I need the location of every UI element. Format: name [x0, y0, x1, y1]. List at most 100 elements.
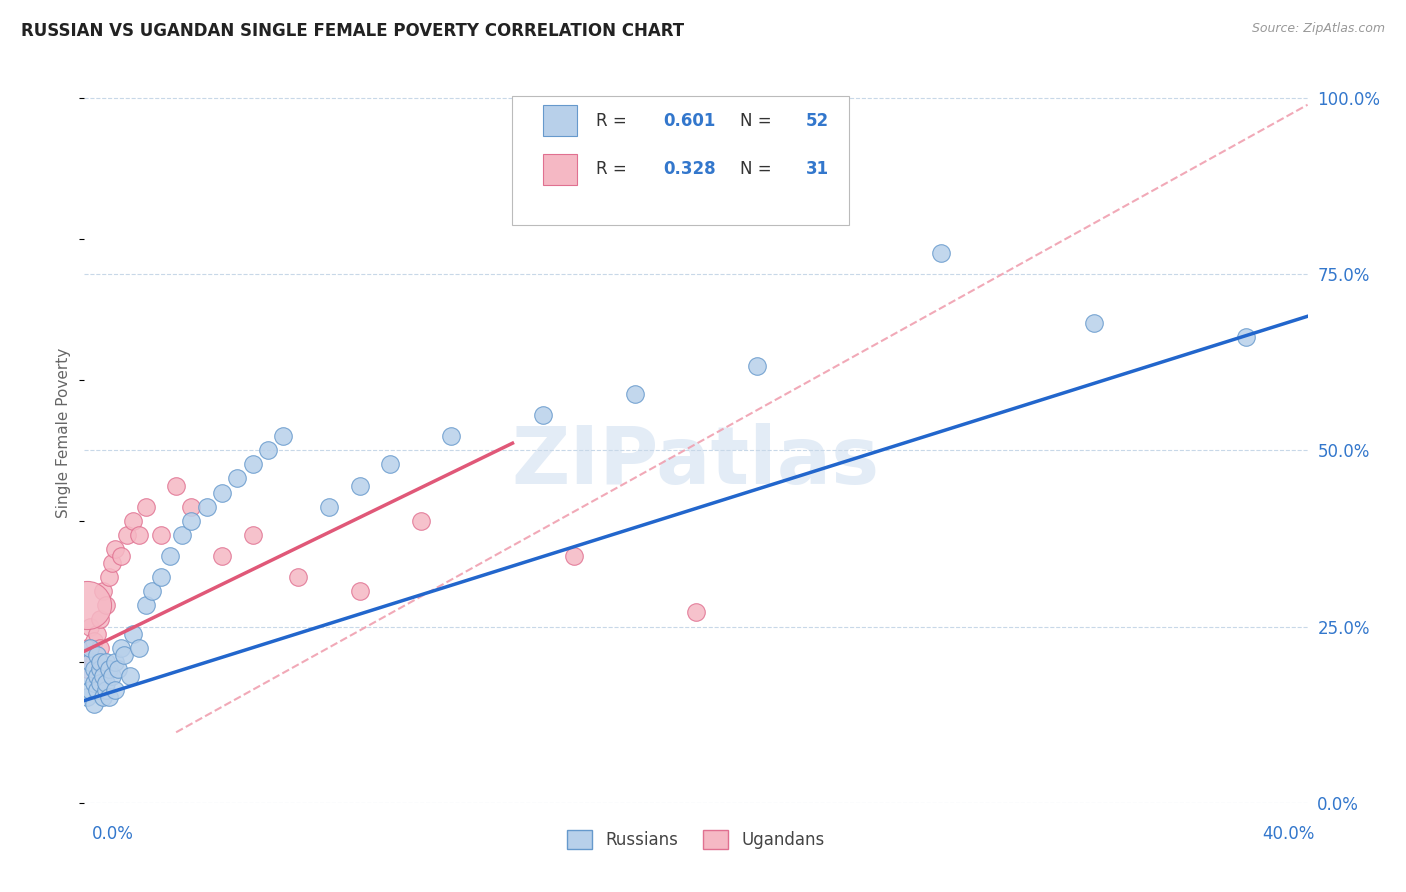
Legend: Russians, Ugandans: Russians, Ugandans	[558, 822, 834, 857]
Bar	[543, 105, 578, 136]
Point	[91, 690, 114, 704]
Point	[89, 655, 111, 669]
Point	[115, 528, 138, 542]
Point	[86, 669, 108, 683]
Point	[104, 683, 127, 698]
Text: 52: 52	[806, 112, 830, 130]
Point	[76, 669, 98, 683]
Point	[122, 514, 145, 528]
Point	[94, 676, 117, 690]
Point	[104, 655, 127, 669]
Point	[94, 683, 117, 698]
Point	[531, 408, 554, 422]
Point	[107, 662, 129, 676]
Point	[97, 662, 120, 676]
Point	[79, 655, 101, 669]
Point	[76, 599, 98, 613]
Point	[287, 570, 309, 584]
Point	[83, 633, 105, 648]
Point	[135, 599, 157, 613]
Point	[104, 541, 127, 556]
Point	[180, 514, 202, 528]
Point	[83, 655, 105, 669]
Point	[83, 662, 105, 676]
Point	[242, 528, 264, 542]
Point	[86, 648, 108, 662]
Point	[1083, 316, 1105, 330]
Point	[172, 528, 194, 542]
Point	[141, 584, 163, 599]
Point	[79, 640, 101, 655]
Point	[83, 676, 105, 690]
Point	[89, 662, 111, 676]
Point	[242, 458, 264, 472]
Point	[86, 626, 108, 640]
Text: 0.0%: 0.0%	[91, 825, 134, 843]
Point	[110, 640, 132, 655]
Point	[91, 584, 114, 599]
Text: 0.328: 0.328	[664, 160, 716, 178]
Text: 40.0%: 40.0%	[1263, 825, 1315, 843]
Point	[101, 556, 124, 570]
Point	[318, 500, 340, 514]
Point	[76, 690, 98, 704]
Point	[97, 690, 120, 704]
Point	[128, 528, 150, 542]
Point	[94, 599, 117, 613]
Point	[211, 549, 233, 563]
Point	[128, 640, 150, 655]
Point	[380, 458, 402, 472]
Point	[562, 549, 585, 563]
Point	[120, 669, 142, 683]
Text: N =: N =	[740, 112, 778, 130]
FancyBboxPatch shape	[513, 95, 849, 226]
Text: Source: ZipAtlas.com: Source: ZipAtlas.com	[1251, 22, 1385, 36]
Point	[97, 570, 120, 584]
Point	[271, 429, 294, 443]
Point	[91, 669, 114, 683]
Point	[76, 662, 98, 676]
Point	[226, 471, 249, 485]
Text: R =: R =	[596, 112, 631, 130]
Point	[94, 655, 117, 669]
Point	[110, 549, 132, 563]
Point	[79, 683, 101, 698]
Point	[76, 640, 98, 655]
Point	[83, 697, 105, 711]
Y-axis label: Single Female Poverty: Single Female Poverty	[56, 348, 72, 517]
Point	[122, 626, 145, 640]
Point	[135, 500, 157, 514]
Point	[409, 514, 432, 528]
Point	[211, 485, 233, 500]
Point	[86, 669, 108, 683]
Point	[349, 478, 371, 492]
Point	[180, 500, 202, 514]
Point	[86, 683, 108, 698]
Text: 31: 31	[806, 160, 830, 178]
Text: R =: R =	[596, 160, 631, 178]
Point	[440, 429, 463, 443]
Point	[257, 443, 280, 458]
Point	[89, 640, 111, 655]
Point	[747, 359, 769, 373]
Point	[195, 500, 218, 514]
Point	[79, 619, 101, 633]
Point	[89, 676, 111, 690]
Point	[1236, 330, 1258, 344]
Point	[349, 584, 371, 599]
Point	[624, 387, 647, 401]
Text: N =: N =	[740, 160, 778, 178]
Point	[159, 549, 181, 563]
Point	[929, 245, 952, 260]
Point	[149, 570, 172, 584]
Point	[89, 612, 111, 626]
Text: 0.601: 0.601	[664, 112, 716, 130]
Point	[101, 669, 124, 683]
Text: RUSSIAN VS UGANDAN SINGLE FEMALE POVERTY CORRELATION CHART: RUSSIAN VS UGANDAN SINGLE FEMALE POVERTY…	[21, 22, 685, 40]
Point	[685, 606, 707, 620]
Point	[79, 648, 101, 662]
Text: ZIPatlas: ZIPatlas	[512, 423, 880, 501]
Bar	[543, 153, 578, 185]
Point	[165, 478, 187, 492]
Point	[112, 648, 135, 662]
